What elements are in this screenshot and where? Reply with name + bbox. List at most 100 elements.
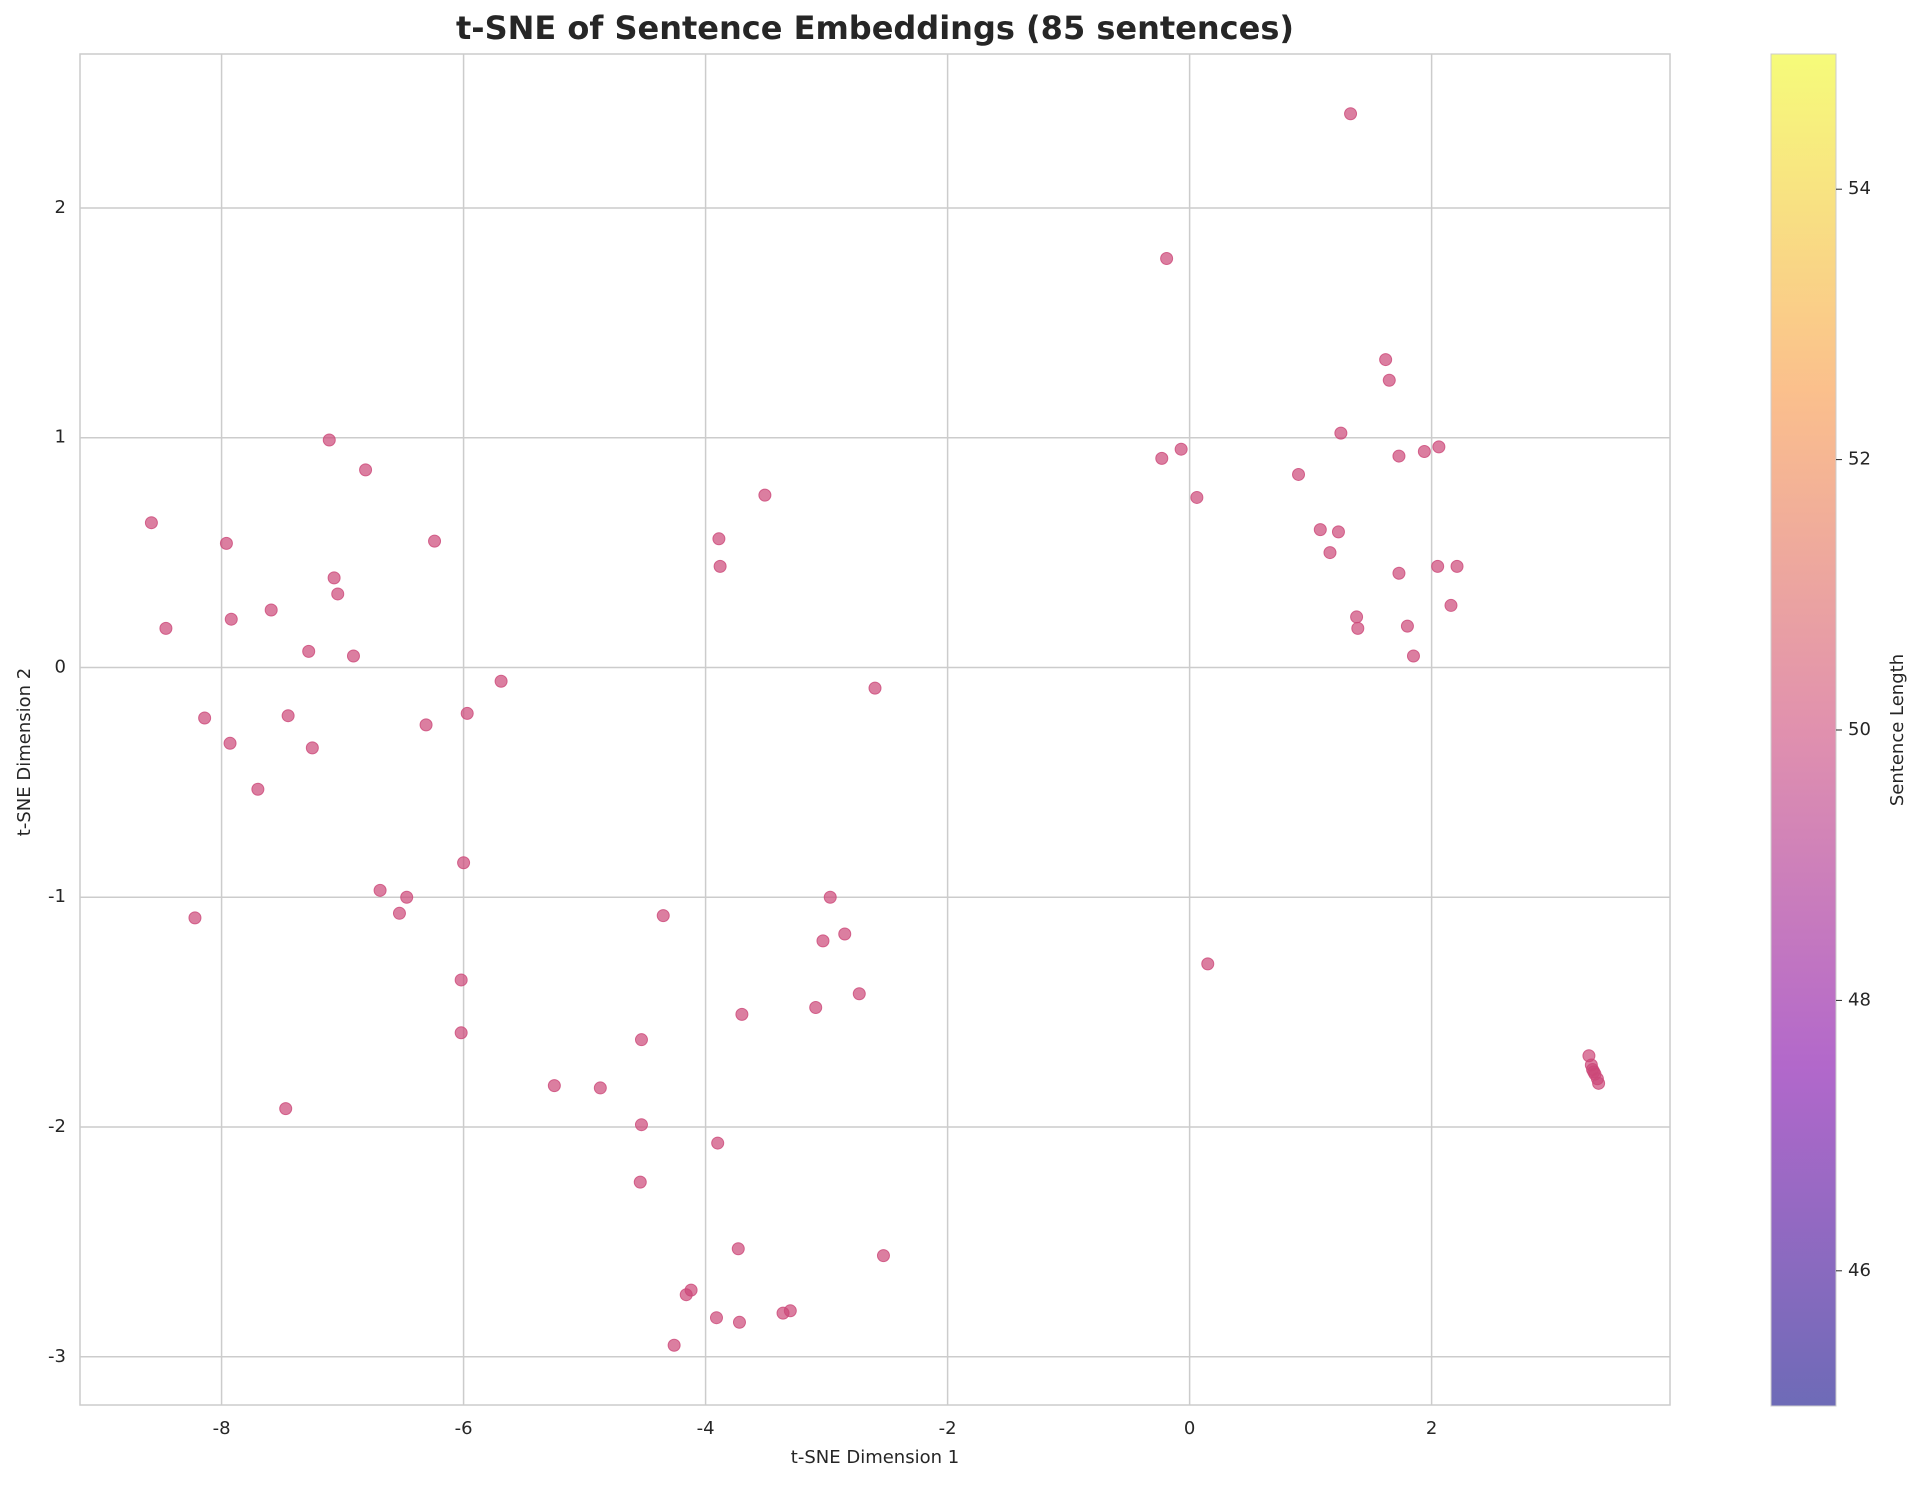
chart-title: t-SNE of Sentence Embeddings (85 sentenc…: [456, 9, 1294, 47]
colorbar-tick-label: 46: [1848, 1260, 1871, 1281]
point: [633, 1175, 647, 1189]
point: [327, 571, 341, 585]
point: [1334, 426, 1348, 440]
colorbar-tick-label: 54: [1848, 178, 1871, 199]
point: [494, 674, 508, 688]
point: [1323, 546, 1337, 560]
colorbar-label: Sentence Length: [1887, 654, 1908, 806]
point: [758, 488, 772, 502]
point: [346, 649, 360, 663]
x-tick-label: -6: [455, 1418, 473, 1439]
y-tick-label: -1: [48, 886, 66, 907]
point: [809, 1001, 823, 1015]
point: [1292, 467, 1306, 481]
point: [1155, 451, 1169, 465]
point: [1331, 525, 1345, 539]
point: [823, 890, 837, 904]
point: [776, 1306, 790, 1320]
point: [1160, 251, 1174, 265]
point: [1382, 373, 1396, 387]
point: [359, 463, 373, 477]
point: [1450, 559, 1464, 573]
x-axis-label: t-SNE Dimension 1: [791, 1447, 959, 1468]
point: [634, 1118, 648, 1132]
x-tick-label: 0: [1184, 1418, 1195, 1439]
point: [731, 1242, 745, 1256]
point: [735, 1007, 749, 1021]
point: [219, 536, 233, 550]
point: [460, 706, 474, 720]
point: [1174, 442, 1188, 456]
point: [1313, 523, 1327, 537]
point: [188, 911, 202, 925]
point: [1431, 559, 1445, 573]
point: [1592, 1076, 1606, 1090]
point: [1432, 440, 1446, 454]
point: [656, 909, 670, 923]
point: [679, 1288, 693, 1302]
point: [1392, 449, 1406, 463]
colorbar-tick-label: 50: [1848, 719, 1871, 740]
y-tick-label: 0: [55, 656, 66, 677]
point: [712, 532, 726, 546]
point: [852, 987, 866, 1001]
point: [1190, 490, 1204, 504]
point: [732, 1315, 746, 1329]
point: [281, 709, 295, 723]
point: [1201, 957, 1215, 971]
y-tick-label: -3: [48, 1346, 66, 1367]
point: [400, 890, 414, 904]
y-tick-label: -2: [48, 1116, 66, 1137]
point: [709, 1311, 723, 1325]
x-tick-label: 2: [1426, 1418, 1437, 1439]
point: [428, 534, 442, 548]
point: [279, 1102, 293, 1116]
plot-area: [79, 53, 1671, 1406]
point: [1400, 619, 1414, 633]
point: [868, 681, 882, 695]
point: [667, 1338, 681, 1352]
point: [223, 736, 237, 750]
colorbar-tick-label: 48: [1848, 989, 1871, 1010]
point: [1392, 566, 1406, 580]
y-tick-label: 2: [55, 197, 66, 218]
point: [373, 883, 387, 897]
colorbar: [1770, 53, 1837, 1407]
point: [838, 927, 852, 941]
point: [634, 1033, 648, 1047]
point: [1417, 444, 1431, 458]
y-axis-label: t-SNE Dimension 2: [14, 668, 35, 836]
point: [1444, 598, 1458, 612]
point: [876, 1249, 890, 1263]
point: [457, 856, 471, 870]
point: [302, 644, 316, 658]
point: [593, 1081, 607, 1095]
point: [331, 587, 345, 601]
point: [1379, 353, 1393, 367]
point: [711, 1136, 725, 1150]
point: [419, 718, 433, 732]
x-tick-label: -4: [697, 1418, 715, 1439]
point: [454, 973, 468, 987]
point: [305, 741, 319, 755]
point: [198, 711, 212, 725]
point: [1344, 107, 1358, 121]
point: [547, 1079, 561, 1093]
point: [1406, 649, 1420, 663]
point: [816, 934, 830, 948]
point: [251, 782, 265, 796]
point: [454, 1026, 468, 1040]
y-tick-label: 1: [55, 427, 66, 448]
point: [224, 612, 238, 626]
point: [144, 516, 158, 530]
point: [1350, 610, 1364, 624]
point: [264, 603, 278, 617]
point: [159, 621, 173, 635]
point: [1351, 621, 1365, 635]
x-tick-label: -2: [939, 1418, 957, 1439]
x-tick-label: -8: [213, 1418, 231, 1439]
point: [392, 906, 406, 920]
point: [713, 559, 727, 573]
